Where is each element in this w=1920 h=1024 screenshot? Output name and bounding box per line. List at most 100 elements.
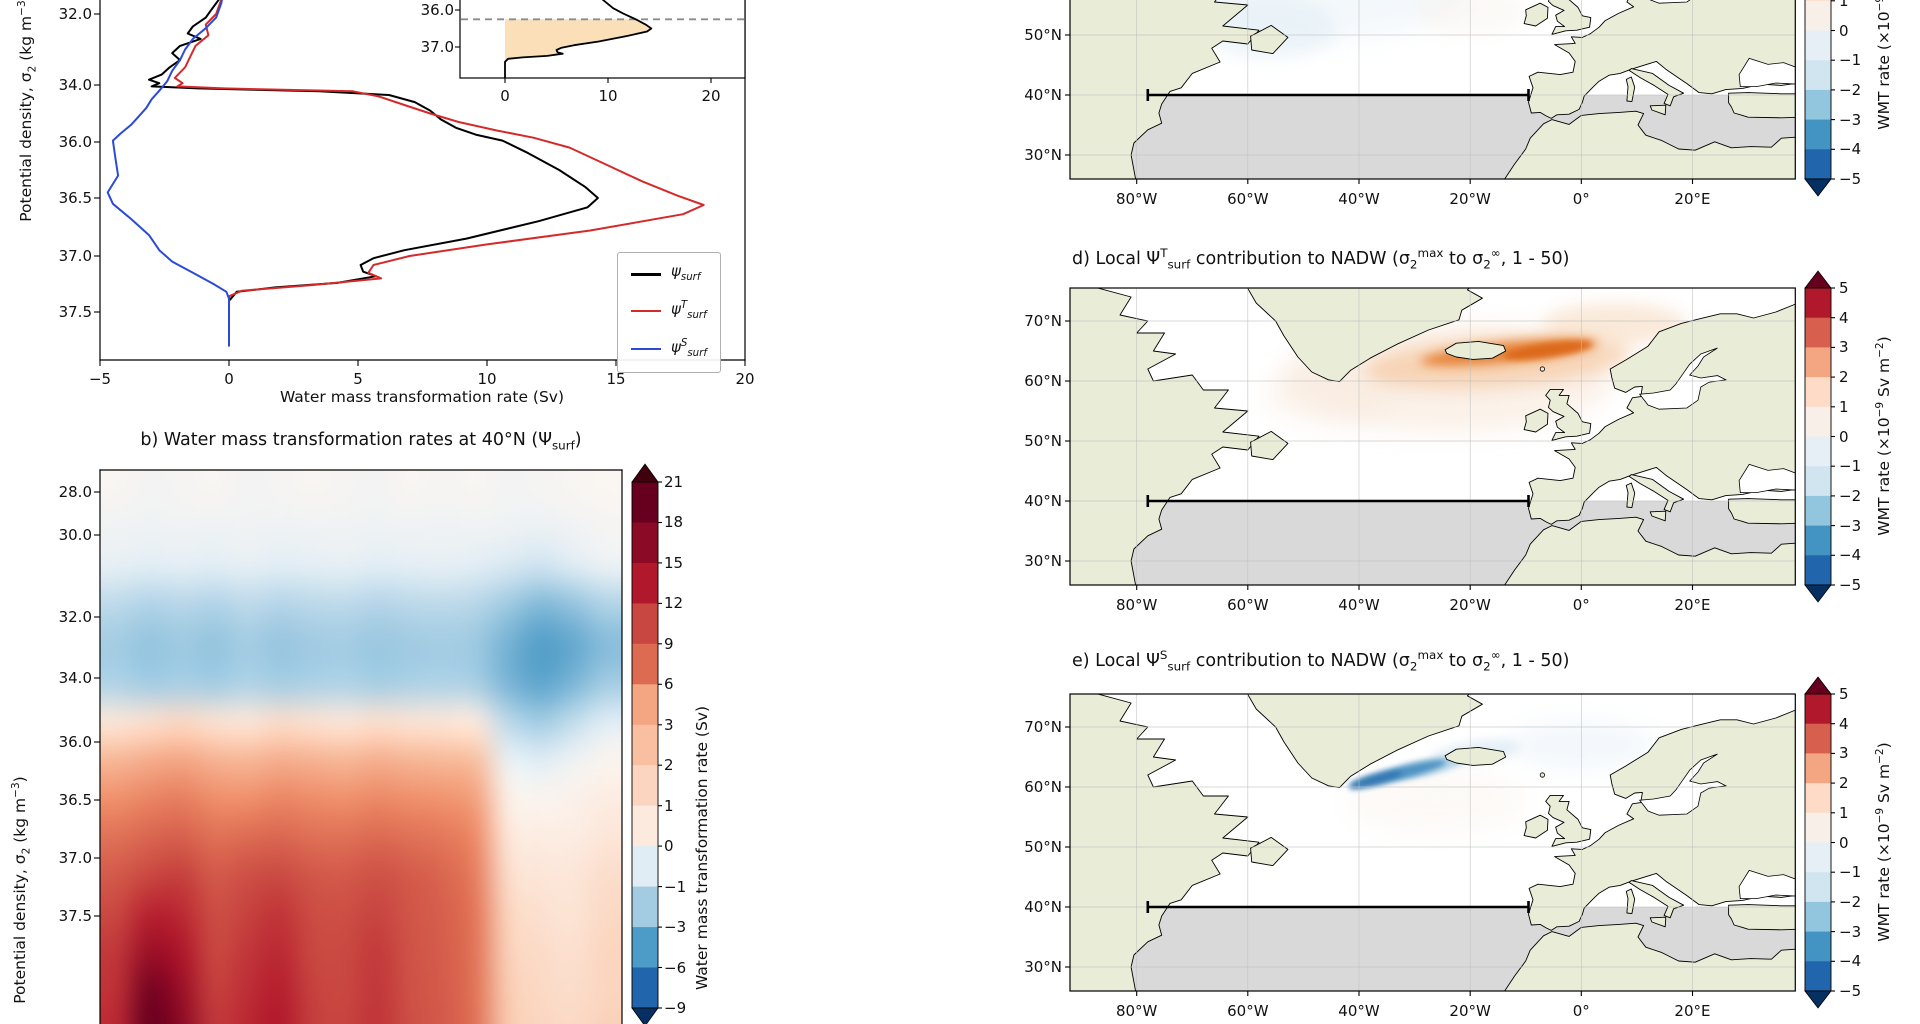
panel-c-colorbar-tick: 0	[1839, 21, 1849, 40]
panel-e-lon-tick: 80°W	[1115, 1002, 1158, 1020]
panel-b-colorbar-tick: 6	[664, 675, 674, 694]
panel-c-colorbar-tick: −2	[1839, 80, 1862, 99]
panel-d-colorbar-tick: 0	[1839, 427, 1849, 446]
panel-e-lon-tick: 40°W	[1338, 1002, 1380, 1020]
legend-swatch-psi-surf	[631, 273, 661, 276]
panel-e-lat-tick: 60°N	[1024, 778, 1062, 796]
panel-e-lon-tick: 20°W	[1449, 1002, 1491, 1020]
panel-a-x-tick: 15	[606, 370, 626, 388]
panel-d-lon-tick: 0°	[1572, 596, 1590, 614]
panel-c-colorbar-tick: −1	[1839, 51, 1862, 70]
panel-b-colorbar-tick: 2	[664, 756, 674, 775]
panel-c-lon-tick: 60°W	[1227, 190, 1269, 208]
legend-swatch-psi-surf-S	[631, 347, 661, 351]
panel-b-colorbar-tick: 0	[664, 837, 674, 856]
panel-b-y-tick: 37.0	[58, 849, 92, 867]
panel-a-x-tick: 5	[353, 370, 363, 388]
panel-c-lat-tick: 40°N	[1024, 86, 1062, 104]
legend-item-psi-surf-T: ψTsurf	[631, 297, 707, 325]
panel-e-lat-tick: 30°N	[1024, 958, 1062, 976]
panel-c-lon-tick: 0°	[1572, 190, 1590, 208]
panel-c-colorbar-tick: 1	[1839, 0, 1849, 10]
panel-c-lon-tick: 40°W	[1338, 190, 1380, 208]
legend-item-psi-surf: ψsurf	[631, 262, 707, 287]
panel-e-lat-tick: 70°N	[1024, 718, 1062, 736]
panel-c-lon-tick: 20°W	[1449, 190, 1491, 208]
panel-c-lat-tick: 50°N	[1024, 26, 1062, 44]
panel-a-y-tick: 37.5	[58, 303, 92, 321]
panel-b-colorbar-tick: 15	[664, 553, 684, 572]
panel-a-x-tick: 20	[735, 370, 755, 388]
panel-d-colorbar-tick: 3	[1839, 338, 1849, 357]
panel-a-x-axis-label: Water mass transformation rate (Sv)	[279, 388, 565, 406]
panel-a-x-tick: 10	[477, 370, 497, 388]
panel-b-colorbar-tick: 12	[664, 594, 684, 613]
panel-a-x-tick: −5	[88, 370, 112, 388]
panel-a-inset-y-tick: 36.0	[420, 1, 454, 19]
panel-e-colorbar-tick: 1	[1839, 803, 1849, 822]
panel-c-colorbar-tick: −3	[1839, 110, 1862, 129]
panel-e-title: e) Local ΨSsurf contribution to NADW (σ2…	[1072, 648, 1570, 674]
panel-e-colorbar-tick: −4	[1839, 952, 1862, 971]
panel-d-lon-tick: 60°W	[1227, 596, 1269, 614]
panel-a-inset-x-tick: 20	[701, 87, 721, 105]
panel-d-lat-tick: 40°N	[1024, 492, 1062, 510]
panel-d-colorbar-tick: 1	[1839, 397, 1849, 416]
legend-label-psi-surf-T: ψTsurf	[671, 300, 707, 321]
map-e	[1070, 694, 1796, 991]
panel-b-colorbar-tick: 21	[664, 473, 684, 491]
panel-d-colorbar-tick: 5	[1839, 279, 1849, 297]
panel-b-y-tick: 36.0	[58, 733, 92, 751]
panel-b-colorbar-tick: −3	[664, 918, 687, 937]
panel-e-lon-tick: 60°W	[1227, 1002, 1269, 1020]
panel-b-y-tick: 32.0	[58, 608, 92, 626]
panel-b-y-tick: 28.0	[58, 483, 92, 501]
panel-a-inset-y-tick: 37.0	[420, 38, 454, 56]
panel-b-colorbar-tick: 9	[664, 634, 674, 653]
panel-e-lat-tick: 40°N	[1024, 898, 1062, 916]
panel-e-colorbar-tick: 2	[1839, 774, 1849, 793]
panel-a-y-tick: 32.0	[58, 5, 92, 23]
panel-d-colorbar-tick: −2	[1839, 486, 1862, 505]
panel-a-y-tick: 34.0	[58, 76, 92, 94]
map-c	[1070, 0, 1796, 179]
panel-e-colorbar-tick: −2	[1839, 892, 1862, 911]
panel-d-colorbar-tick: 4	[1839, 308, 1849, 327]
panel-d-lat-tick: 50°N	[1024, 432, 1062, 450]
panel-c-colorbar-tick: −4	[1839, 140, 1862, 159]
panel-e-colorbar-tick: −5	[1839, 982, 1862, 1000]
panel-e-colorbar-tick: 4	[1839, 714, 1849, 733]
panel-d-colorbar-tick: −5	[1839, 576, 1862, 594]
legend-label-psi-surf-S: ψSsurf	[671, 338, 707, 359]
panel-c-lon-tick: 80°W	[1115, 190, 1158, 208]
panel-d-title: d) Local ΨTsurf contribution to NADW (σ2…	[1072, 246, 1570, 272]
panel-b-colorbar-tick: 3	[664, 715, 674, 734]
panel-c-colorbar-tick: −5	[1839, 170, 1862, 188]
panel-b-y-tick: 37.5	[58, 907, 92, 925]
panel-d-colorbar-tick: −3	[1839, 516, 1862, 535]
panel-b-colorbar-tick: −9	[664, 998, 687, 1017]
panel-b-colorbar-tick: 18	[664, 513, 684, 532]
panel-a-y-tick: 37.0	[58, 247, 92, 265]
panel-b-y-tick: 34.0	[58, 669, 92, 687]
panel-e-lat-tick: 50°N	[1024, 838, 1062, 856]
panel-d-lat-tick: 60°N	[1024, 372, 1062, 390]
panel-e-colorbar-tick: 5	[1839, 685, 1849, 703]
legend-label-psi-surf: ψsurf	[671, 262, 701, 283]
panel-e-colorbar-tick: 3	[1839, 744, 1849, 763]
panel-a-x-tick: 0	[224, 370, 234, 388]
legend-swatch-psi-surf-T	[631, 309, 661, 313]
panel-b-y-tick: 30.0	[58, 526, 92, 544]
panel-e-colorbar-tick: −1	[1839, 863, 1862, 882]
panel-c-lat-tick: 30°N	[1024, 146, 1062, 164]
panel-b-title: b) Water mass transformation rates at 40…	[140, 430, 582, 453]
panel-d-lat-tick: 30°N	[1024, 552, 1062, 570]
panel-d-lon-tick: 80°W	[1115, 596, 1158, 614]
panel-d-lon-tick: 20°E	[1674, 596, 1711, 614]
panel-a-inset-x-tick: 10	[598, 87, 618, 105]
panel-d-lon-tick: 40°W	[1338, 596, 1380, 614]
map-d	[1070, 288, 1796, 585]
panel-b-y-tick: 36.5	[58, 791, 92, 809]
